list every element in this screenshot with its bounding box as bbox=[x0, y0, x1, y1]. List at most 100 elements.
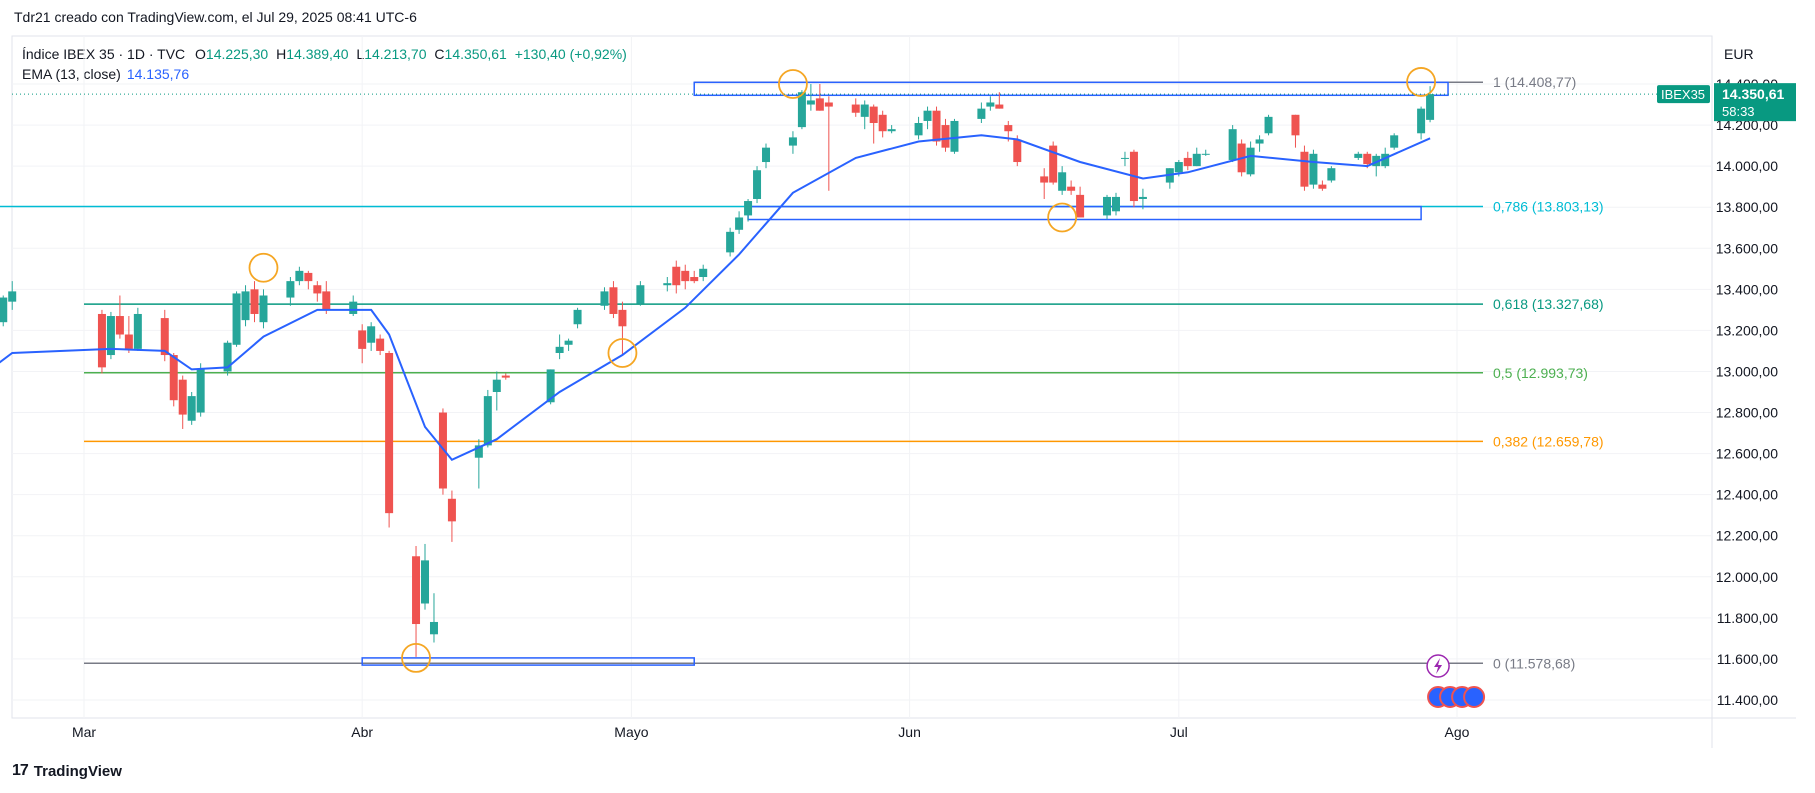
x-tick-label: Abr bbox=[351, 724, 373, 740]
fib-level-label: 0,382 (12.659,78) bbox=[1493, 433, 1604, 449]
candle-body bbox=[914, 123, 923, 136]
highlight-circle bbox=[778, 69, 808, 99]
candle-body bbox=[1049, 145, 1058, 183]
candle-body bbox=[0, 297, 8, 323]
fib-level-label: 0 (11.578,68) bbox=[1493, 655, 1575, 671]
y-tick-label: 11.600,00 bbox=[1717, 651, 1778, 667]
y-tick-label: 12.600,00 bbox=[1716, 446, 1778, 462]
zone-box bbox=[361, 657, 695, 666]
x-tick-label: Jul bbox=[1170, 724, 1188, 740]
chart-legend: Índice IBEX 35 · 1D · TVC O14.225,30 H14… bbox=[22, 44, 627, 84]
highlight-circle bbox=[1406, 67, 1437, 97]
candle-body bbox=[376, 338, 385, 351]
candle-body bbox=[564, 340, 573, 345]
candle-body bbox=[797, 92, 806, 128]
high-value: 14.389,40 bbox=[286, 46, 349, 62]
candle-body bbox=[690, 277, 699, 282]
fib-level-label: 1 (14.408,77) bbox=[1493, 74, 1576, 90]
last-price-tag-bg bbox=[1714, 83, 1796, 122]
candle-body bbox=[1327, 168, 1336, 181]
lightning-bolt bbox=[1434, 658, 1443, 674]
ticker-badge: IBEX35 bbox=[1661, 87, 1705, 102]
candle-body bbox=[1120, 157, 1129, 159]
candle-body bbox=[259, 295, 268, 323]
symbol-label[interactable]: Índice IBEX 35 · 1D · TVC bbox=[22, 46, 186, 62]
x-tick-label: Mar bbox=[72, 724, 96, 740]
high-label: H bbox=[276, 46, 287, 62]
candle-body bbox=[367, 326, 376, 343]
footer-brand-text: TradingView bbox=[33, 762, 122, 780]
candle-body bbox=[322, 291, 331, 310]
candle-body bbox=[762, 147, 771, 163]
candle-body bbox=[950, 120, 959, 152]
candle-body bbox=[1246, 147, 1255, 175]
candle-body bbox=[358, 330, 367, 349]
candle-body bbox=[421, 560, 430, 604]
candle-body bbox=[160, 318, 169, 356]
ticker-badge-bg bbox=[1657, 85, 1710, 104]
y-tick-label: 11.800,00 bbox=[1717, 610, 1778, 626]
candle-body bbox=[492, 379, 501, 392]
candle-body bbox=[286, 281, 295, 298]
tradingview-logo-icon: 17 bbox=[12, 762, 29, 779]
y-tick-label: 12.200,00 bbox=[1716, 528, 1778, 544]
x-tick-label: Mayo bbox=[614, 724, 648, 740]
candle-body bbox=[1291, 114, 1300, 136]
candle-body bbox=[232, 293, 241, 345]
x-tick-label: Ago bbox=[1445, 724, 1470, 740]
candle-body bbox=[169, 355, 178, 401]
candle-body bbox=[636, 285, 645, 304]
ema-line bbox=[0, 134, 1431, 462]
candle-body bbox=[295, 270, 304, 282]
countdown-tag: 58:33 bbox=[1722, 104, 1755, 119]
y-tick-label: 13.400,00 bbox=[1716, 281, 1778, 297]
candle-body bbox=[106, 316, 115, 356]
candle-body bbox=[1426, 94, 1435, 120]
candle-body bbox=[1040, 176, 1049, 183]
candle-body bbox=[860, 104, 869, 117]
candle-body bbox=[438, 412, 447, 489]
attribution-text: Tdr21 creado con TradingView.com, el Jul… bbox=[14, 9, 417, 25]
candle-body bbox=[196, 369, 205, 413]
candle-body bbox=[887, 129, 896, 132]
candle-body bbox=[573, 309, 582, 325]
last-price-tag: 14.350,61 bbox=[1722, 86, 1784, 102]
candle-body bbox=[313, 285, 322, 294]
ohlc-row: Índice IBEX 35 · 1D · TVC O14.225,30 H14… bbox=[22, 44, 627, 64]
y-tick-label: 12.400,00 bbox=[1716, 487, 1778, 503]
candle-body bbox=[815, 98, 824, 111]
candle-body bbox=[726, 231, 735, 253]
candle-body bbox=[483, 396, 492, 446]
candle-body bbox=[1138, 196, 1147, 199]
candle-body bbox=[1318, 184, 1327, 189]
currency-label: EUR bbox=[1724, 46, 1754, 62]
low-value: 14.213,70 bbox=[364, 46, 427, 62]
candle-body bbox=[447, 498, 456, 522]
candle-body bbox=[223, 342, 232, 372]
highlight-circle bbox=[401, 643, 431, 673]
change-value: +130,40 (+0,92%) bbox=[514, 46, 627, 62]
candle-body bbox=[744, 201, 753, 216]
eu-flag-icon bbox=[1463, 686, 1486, 708]
candle-body bbox=[1354, 153, 1363, 158]
y-tick-label: 13.200,00 bbox=[1716, 322, 1778, 338]
candle-body bbox=[1390, 135, 1399, 148]
fib-level-label: 0,5 (12.993,73) bbox=[1493, 365, 1588, 381]
ema-row: EMA (13, close) 14.135,76 bbox=[22, 64, 627, 84]
candle-body bbox=[1192, 153, 1201, 167]
candle-body bbox=[806, 100, 815, 105]
candle-body bbox=[133, 313, 142, 349]
y-tick-label: 13.000,00 bbox=[1716, 363, 1778, 379]
zone-box bbox=[693, 81, 1449, 97]
candle-body bbox=[474, 445, 483, 458]
y-tick-label: 12.000,00 bbox=[1716, 569, 1778, 585]
candle-body bbox=[501, 375, 510, 378]
candle-body bbox=[1076, 194, 1085, 218]
candle-body bbox=[1111, 196, 1120, 212]
ema-label[interactable]: EMA (13, close) bbox=[22, 66, 121, 82]
fib-level-label: 0,786 (13.803,13) bbox=[1493, 199, 1604, 215]
candle-body bbox=[1201, 153, 1210, 155]
candle-body bbox=[788, 137, 797, 146]
y-tick-label: 11.400,00 bbox=[1717, 692, 1778, 708]
